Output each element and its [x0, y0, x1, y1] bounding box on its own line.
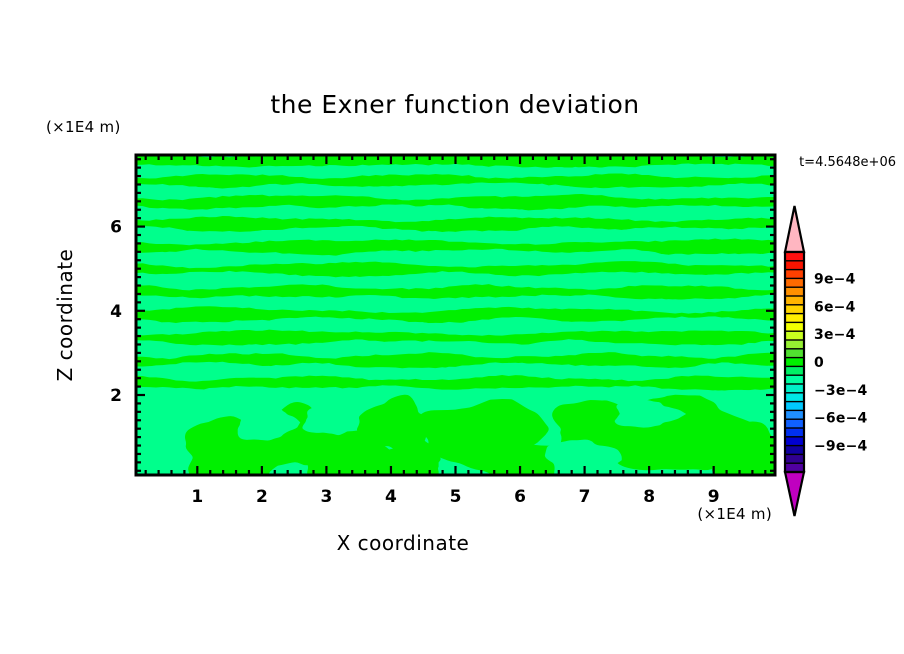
colorbar-segment-17 [784, 400, 805, 412]
contour-band-19 [136, 361, 775, 382]
contour-band-5 [136, 204, 775, 223]
colorbar-label-5: −6e−4 [814, 411, 867, 427]
colorbar-segment-10 [784, 339, 805, 350]
colorbar-segment-16 [784, 392, 805, 403]
contour-blob-9 [710, 421, 775, 475]
colorbar-segment-8 [784, 321, 805, 333]
colorbar-segment-2 [784, 268, 805, 280]
colorbar-segment-20 [784, 427, 805, 438]
contour-band-13 [136, 294, 775, 314]
x-axis-unit-label: (×1E4 m) [697, 505, 772, 523]
contour-notch-0 [237, 401, 301, 441]
colorbar-label-1: 6e−4 [814, 299, 856, 315]
colorbar-segment-22 [784, 444, 805, 456]
colorbar-segment-9 [784, 330, 805, 342]
colorbar[interactable]: 9e−4 6e−4 3e−4 0 −3e−4 −6e−4 −9e−4 [783, 205, 867, 517]
colorbar-segment-12 [784, 356, 805, 368]
colorbar-segment-5 [784, 295, 805, 306]
colorbar-segment-6 [784, 304, 805, 315]
x-tick-label-7: 7 [579, 487, 591, 507]
x-tick-label-8: 8 [643, 487, 655, 507]
x-tick-label-3: 3 [320, 487, 332, 507]
contour-band-18 [136, 352, 775, 370]
x-tick-label-6: 6 [514, 487, 526, 507]
contour-notch-1 [302, 400, 359, 436]
colorbar-label-2: 3e−4 [814, 327, 856, 343]
y-tick-label-2: 2 [110, 386, 122, 406]
x-tick-label-9: 9 [708, 487, 720, 507]
y-axis-unit-label: (×1E4 m) [46, 118, 121, 136]
plot-area[interactable] [134, 152, 789, 487]
x-tick-label-2: 2 [256, 487, 268, 507]
contour-notch-2 [544, 439, 622, 475]
contour-band-12 [136, 284, 775, 301]
colorbar-segment-13 [784, 365, 805, 377]
contour-band-14 [136, 306, 775, 324]
contour-band-16 [136, 329, 775, 347]
x-tick-label-1: 1 [191, 487, 203, 507]
colorbar-segment-23 [784, 453, 805, 465]
x-axis-tick-labels: 1 2 3 4 5 6 7 8 9 [191, 487, 719, 507]
x-axis-title: X coordinate [337, 531, 470, 555]
colorbar-label-0: 9e−4 [814, 271, 856, 287]
colorbar-segment-15 [784, 383, 805, 394]
y-tick-label-4: 4 [110, 302, 122, 322]
colorbar-segment-4 [784, 286, 805, 298]
colorbar-label-6: −9e−4 [814, 439, 867, 455]
colorbar-segment-0 [784, 251, 805, 262]
contour-fill-layer [136, 155, 775, 475]
colorbar-segments [783, 205, 806, 517]
colorbar-segment-21 [784, 436, 805, 447]
y-axis-title: Z coordinate [53, 249, 77, 382]
axis-ticks [136, 155, 775, 475]
x-tick-label-4: 4 [385, 487, 397, 507]
y-tick-label-6: 6 [110, 218, 122, 238]
x-tick-label-5: 5 [450, 487, 462, 507]
colorbar-tick-labels: 9e−4 6e−4 3e−4 0 −3e−4 −6e−4 −9e−4 [814, 271, 867, 454]
colorbar-segment-3 [784, 277, 805, 289]
contour-notch-3 [614, 399, 687, 428]
y-axis-tick-labels: 2 4 6 [110, 218, 122, 406]
time-annotation: t=4.5648e+06 [799, 155, 896, 170]
colorbar-segment-14 [784, 374, 805, 386]
colorbar-segment-19 [784, 418, 805, 430]
page-title: the Exner function deviation [270, 90, 639, 119]
contour-band-6 [136, 215, 775, 233]
contour-band-11 [136, 270, 775, 291]
colorbar-segment-18 [784, 409, 805, 421]
contour-band-21 [136, 385, 775, 402]
colorbar-segment-7 [784, 312, 805, 324]
contour-band-2 [136, 173, 775, 189]
colorbar-label-4: −3e−4 [814, 383, 867, 399]
colorbar-outline [783, 250, 806, 474]
colorbar-segment-11 [784, 348, 805, 359]
colorbar-label-3: 0 [814, 355, 824, 371]
colorbar-segment-1 [784, 260, 805, 271]
contour-blob-4 [374, 437, 441, 475]
